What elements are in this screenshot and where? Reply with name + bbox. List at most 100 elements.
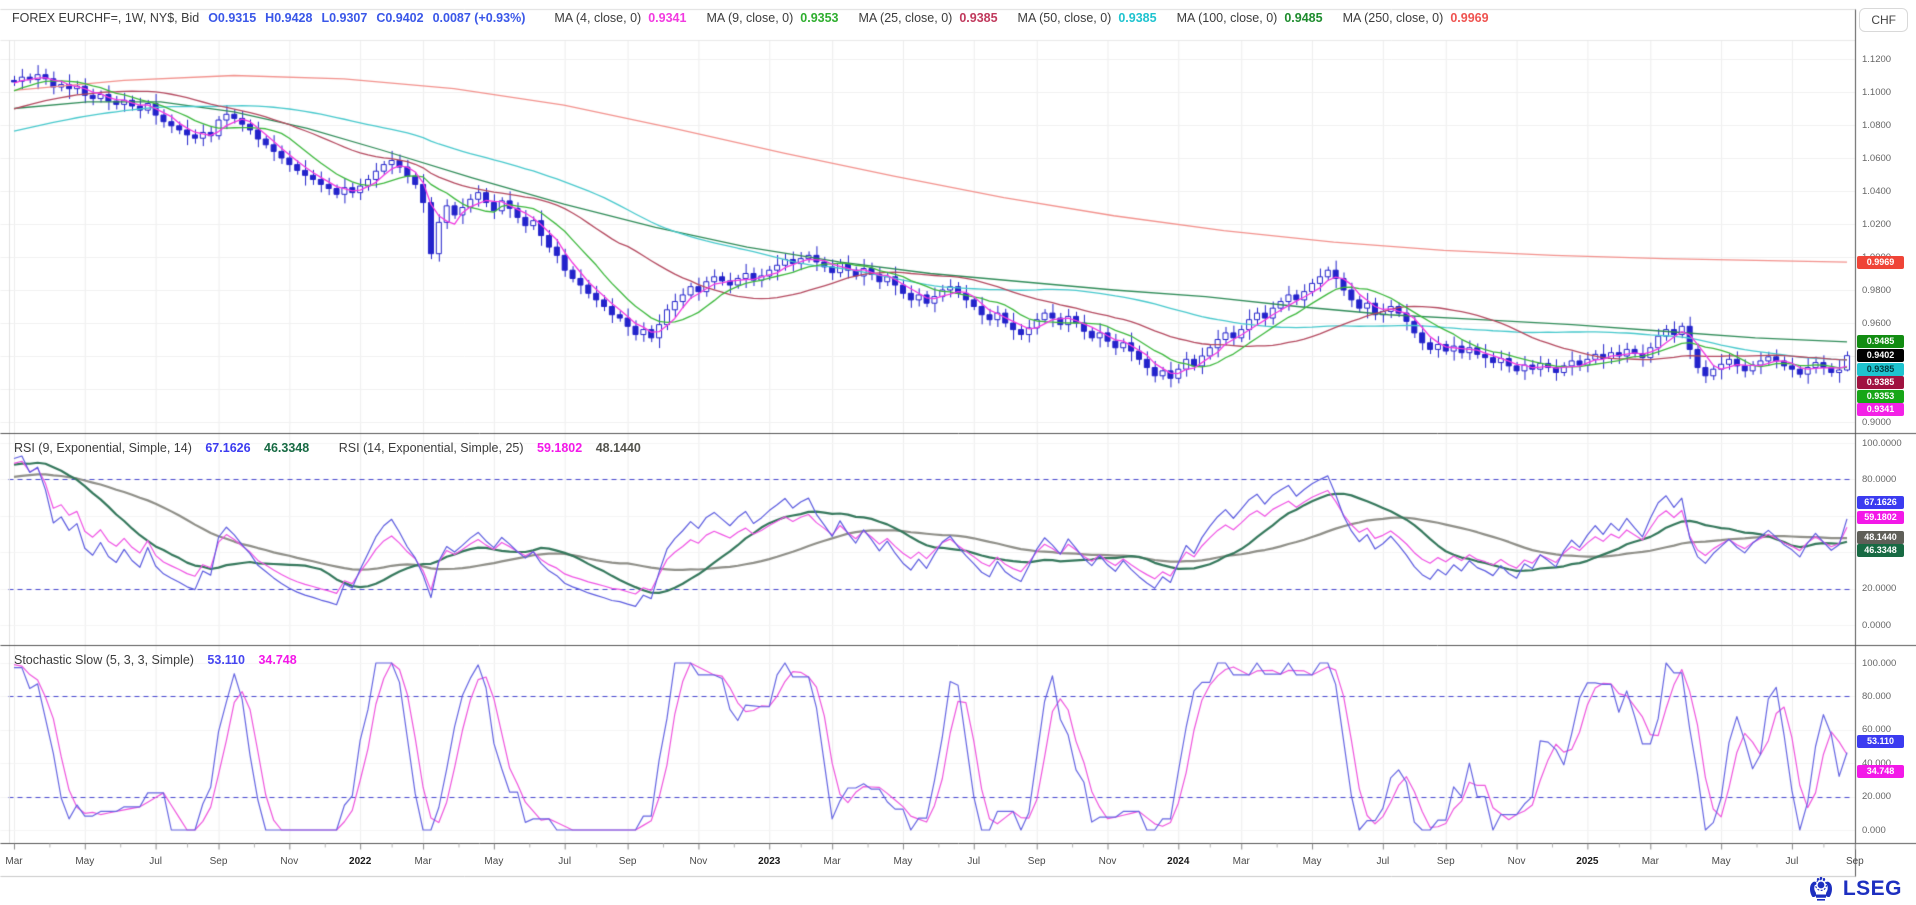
stoch-badge: 53.110 bbox=[1857, 734, 1904, 748]
x-axis-month-label: Jul bbox=[1376, 856, 1390, 867]
x-axis-month-label: Mar bbox=[823, 856, 841, 867]
ma-legend-item-50[interactable]: MA (50, close, 0) 0.9385 bbox=[1018, 11, 1157, 25]
instrument-title: FOREX EURCHF=, 1W, NY$, Bid bbox=[12, 11, 200, 25]
x-axis-month-label: Nov bbox=[280, 856, 299, 867]
rsi-badge: 46.3348 bbox=[1857, 544, 1904, 558]
ma-label: MA (50, close, 0) bbox=[1017, 11, 1112, 25]
rsi-badge: 59.1802 bbox=[1857, 510, 1904, 524]
rsi-signal-value-1: 46.3348 bbox=[264, 441, 310, 455]
rsi-badge: 48.1440 bbox=[1857, 530, 1904, 544]
rsi-axis-tick: 100.0000 bbox=[1862, 437, 1902, 449]
price-axis-tick: 1.0400 bbox=[1862, 185, 1892, 197]
price-axis-tick: 0.9600 bbox=[1862, 317, 1892, 329]
open-value: O0.9315 bbox=[208, 11, 257, 25]
price-badge: 0.9402 bbox=[1857, 349, 1904, 363]
ma-legend-item-9[interactable]: MA (9, close, 0) 0.9353 bbox=[706, 11, 838, 25]
low-value: L0.9307 bbox=[321, 11, 368, 25]
rsi-legend-title-1: RSI (9, Exponential, Simple, 14) bbox=[14, 441, 192, 455]
rsi-badge: 67.1626 bbox=[1857, 496, 1904, 510]
price-axis-tick: 1.0200 bbox=[1862, 218, 1892, 230]
x-axis-month-label: Mar bbox=[1641, 856, 1659, 867]
ma-value: 0.9385 bbox=[1118, 11, 1157, 25]
x-axis-month-label: Mar bbox=[414, 856, 432, 867]
price-badge: 0.9385 bbox=[1857, 376, 1904, 390]
x-axis-year-label: 2025 bbox=[1576, 856, 1599, 867]
rsi-signal-value-2: 48.1440 bbox=[595, 441, 641, 455]
stoch-axis-tick: 40.000 bbox=[1862, 757, 1892, 769]
x-axis-month-label: Sep bbox=[1436, 856, 1455, 867]
stoch-axis-tick: 80.000 bbox=[1862, 690, 1892, 702]
close-value: C0.9402 bbox=[376, 11, 424, 25]
ma-value: 0.9353 bbox=[800, 11, 839, 25]
rsi-axis-tick: 0.0000 bbox=[1862, 619, 1892, 631]
ma-label: MA (100, close, 0) bbox=[1176, 11, 1278, 25]
x-axis-month-label: Sep bbox=[1027, 856, 1046, 867]
stochastic-legend-title: Stochastic Slow (5, 3, 3, Simple) bbox=[14, 653, 194, 667]
ma-label: MA (4, close, 0) bbox=[554, 11, 642, 25]
ma-legend-list: MA (4, close, 0) 0.9341 MA (9, close, 0) 0.… bbox=[534, 11, 1488, 25]
price-axis-tick: 1.0600 bbox=[1862, 152, 1892, 164]
price-badge: 0.9353 bbox=[1857, 389, 1904, 403]
x-axis-month-label: May bbox=[75, 856, 95, 867]
price-badge: 0.9385 bbox=[1857, 362, 1904, 376]
price-axis-tick: 1.1000 bbox=[1862, 86, 1892, 98]
x-axis-month-label: Jul bbox=[967, 856, 981, 867]
ma-value: 0.9969 bbox=[1450, 11, 1489, 25]
rsi-value-1: 67.1626 bbox=[205, 441, 251, 455]
x-axis-month-label: Nov bbox=[689, 856, 708, 867]
lseg-crest-icon bbox=[1809, 876, 1832, 901]
stoch-axis-tick: 20.000 bbox=[1862, 791, 1892, 803]
x-axis-month-label: Jul bbox=[558, 856, 572, 867]
x-axis-month-label: Jul bbox=[1785, 856, 1799, 867]
x-axis-month-label: May bbox=[1302, 856, 1322, 867]
x-axis-month-label: May bbox=[893, 856, 913, 867]
stochastic-k-value: 53.110 bbox=[207, 653, 245, 667]
stochastic-panel[interactable] bbox=[0, 646, 1855, 843]
x-axis-month-label: Sep bbox=[618, 856, 637, 867]
x-axis-month-label: Mar bbox=[5, 856, 23, 867]
price-badge: 0.9485 bbox=[1857, 335, 1904, 349]
x-axis-month-label: Mar bbox=[1232, 856, 1250, 867]
price-axis-tick: 0.9000 bbox=[1862, 416, 1892, 428]
rsi-legend[interactable]: RSI (9, Exponential, Simple, 14) 67.1626… bbox=[14, 441, 641, 455]
rsi-axis-tick: 20.0000 bbox=[1862, 583, 1897, 595]
rsi-legend-title-2: RSI (14, Exponential, Simple, 25) bbox=[338, 441, 524, 455]
ma-legend-item-25[interactable]: MA (25, close, 0) 0.9385 bbox=[859, 11, 998, 25]
stoch-axis-tick: 100.000 bbox=[1862, 657, 1897, 669]
x-axis-month-label: Nov bbox=[1098, 856, 1117, 867]
stoch-axis-tick: 0.000 bbox=[1862, 824, 1886, 836]
x-axis-year-label: 2022 bbox=[349, 856, 372, 867]
rsi-panel[interactable] bbox=[0, 434, 1855, 644]
chart-legend-bar: FOREX EURCHF=, 1W, NY$, Bid O0.9315 H0.9… bbox=[12, 11, 1489, 25]
ma-value: 0.9385 bbox=[959, 11, 998, 25]
x-axis-month-label: Sep bbox=[209, 856, 228, 867]
rsi-value-2: 59.1802 bbox=[537, 441, 583, 455]
lseg-logo-text: LSEG bbox=[1842, 877, 1902, 900]
ma-value: 0.9341 bbox=[648, 11, 687, 25]
currency-button[interactable]: CHF bbox=[1859, 8, 1908, 32]
ma-legend-item-100[interactable]: MA (100, close, 0) 0.9485 bbox=[1177, 11, 1323, 25]
ma-label: MA (25, close, 0) bbox=[858, 11, 953, 25]
stoch-badge: 34.748 bbox=[1857, 765, 1904, 779]
price-axis-tick: 1.0800 bbox=[1862, 119, 1892, 131]
price-axis-tick: 0.9800 bbox=[1862, 284, 1892, 296]
ma-label: MA (9, close, 0) bbox=[706, 11, 794, 25]
x-axis-year-label: 2024 bbox=[1167, 856, 1190, 867]
x-axis-month-label: Nov bbox=[1507, 856, 1526, 867]
rsi-axis-tick: 80.0000 bbox=[1862, 473, 1897, 485]
ma-value: 0.9485 bbox=[1284, 11, 1323, 25]
ma-legend-item-4[interactable]: MA (4, close, 0) 0.9341 bbox=[554, 11, 686, 25]
stochastic-legend[interactable]: Stochastic Slow (5, 3, 3, Simple) 53.110… bbox=[14, 653, 297, 667]
ma-label: MA (250, close, 0) bbox=[1342, 11, 1444, 25]
stochastic-d-value: 34.748 bbox=[258, 653, 297, 667]
x-axis-month-label: Jul bbox=[149, 856, 162, 867]
price-panel[interactable] bbox=[0, 40, 1855, 433]
high-value: H0.9428 bbox=[265, 11, 313, 25]
x-axis-month-label: May bbox=[1711, 856, 1731, 867]
price-axis-tick: 1.1200 bbox=[1862, 53, 1892, 65]
x-axis-year-label: 2023 bbox=[758, 856, 781, 867]
ma-legend-item-250[interactable]: MA (250, close, 0) 0.9969 bbox=[1343, 11, 1489, 25]
price-badge: 0.9969 bbox=[1857, 255, 1904, 269]
